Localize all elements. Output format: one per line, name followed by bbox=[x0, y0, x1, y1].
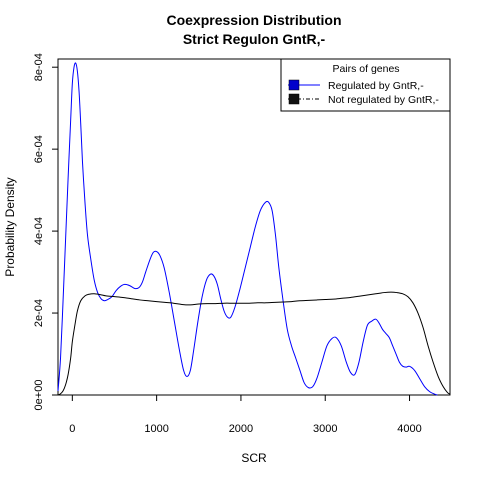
legend-swatch-not-regulated bbox=[288, 93, 300, 105]
x-tick-label: 0 bbox=[69, 423, 75, 435]
series-line-not-regulated bbox=[57, 291, 451, 396]
y-axis-label: Probability Density bbox=[3, 177, 17, 276]
legend-swatch-regulated bbox=[288, 79, 300, 91]
chart-title-line2: Strict Regulon GntR,- bbox=[183, 31, 326, 47]
x-tick-label: 2000 bbox=[229, 423, 253, 435]
series-line-regulated bbox=[57, 62, 438, 396]
y-tick-label: 6e-04 bbox=[33, 135, 45, 163]
y-tick-label: 4e-04 bbox=[33, 217, 45, 245]
x-tick-label: 4000 bbox=[397, 423, 421, 435]
x-axis: 0 1000 2000 3000 4000 bbox=[69, 395, 422, 435]
x-axis-label: SCR bbox=[241, 451, 267, 465]
plot-frame bbox=[57, 58, 451, 396]
legend: Pairs of genes Regulated by GntR,- Not r… bbox=[280, 58, 451, 112]
x-tick-label: 1000 bbox=[144, 423, 168, 435]
y-tick-label: 2e-04 bbox=[33, 299, 45, 327]
x-tick-label: 3000 bbox=[313, 423, 337, 435]
y-tick-label: 8e-04 bbox=[33, 53, 45, 81]
y-tick-label: 0e+00 bbox=[33, 380, 45, 411]
legend-title: Pairs of genes bbox=[332, 63, 399, 75]
legend-label-regulated: Regulated by GntR,- bbox=[328, 80, 424, 92]
y-axis: 0e+00 2e-04 4e-04 6e-04 8e-04 bbox=[33, 53, 58, 410]
legend-label-not-regulated: Not regulated by GntR,- bbox=[328, 94, 439, 106]
series-layer bbox=[57, 62, 451, 396]
chart-title-line1: Coexpression Distribution bbox=[166, 12, 341, 28]
